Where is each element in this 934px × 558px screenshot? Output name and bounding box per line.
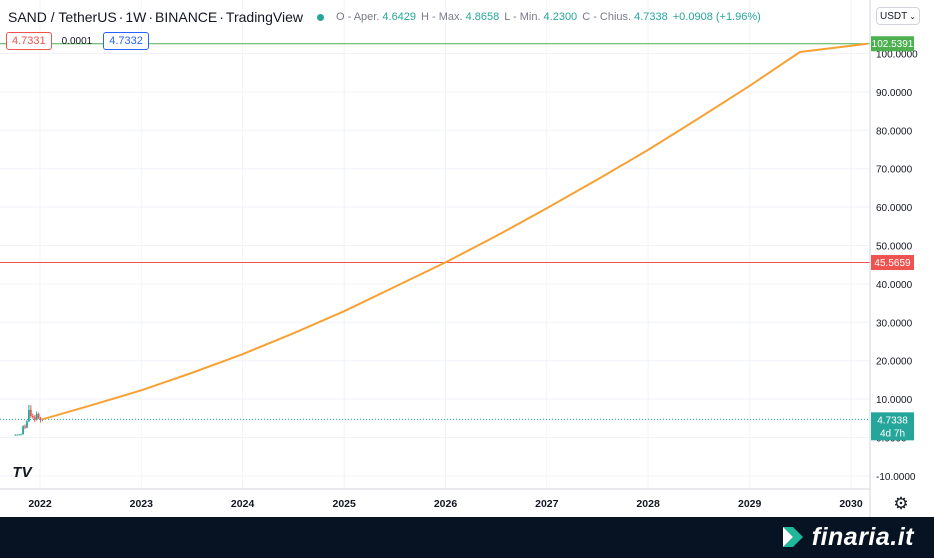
quote-bar: 4.7331 0.0001 4.7332 xyxy=(6,31,149,51)
y-tick-label: 30.0000 xyxy=(876,318,913,329)
candle-body xyxy=(24,426,26,428)
chart-legend: SAND / TetherUS · 1W · BINANCE · Trading… xyxy=(8,8,761,26)
price-line-badge xyxy=(871,412,914,441)
candle-body xyxy=(26,421,28,428)
market-status-icon xyxy=(316,13,324,21)
y-tick-label: 70.0000 xyxy=(876,165,913,176)
brand-name: finaria.it xyxy=(811,522,914,551)
candle-body xyxy=(18,434,21,436)
open-label: O - Aper. xyxy=(335,11,380,23)
x-tick-label: 2027 xyxy=(535,498,559,510)
chevron-down-icon: ⌄ xyxy=(909,11,916,21)
low-label: L - Min. xyxy=(504,11,541,23)
close-value: 4.7338 xyxy=(634,11,668,23)
price-line-badge xyxy=(871,255,914,271)
y-tick-label: 50.0000 xyxy=(876,242,913,253)
price-line-label: 102.5391 xyxy=(872,39,914,50)
low-value: 4.2300 xyxy=(543,11,578,23)
change-value: +0.0908 (+1.96%) xyxy=(672,11,761,23)
x-tick-label: 2029 xyxy=(738,498,762,510)
currency-label: USDT xyxy=(880,10,908,22)
y-tick-label: 60.0000 xyxy=(876,203,913,214)
candle-body xyxy=(22,426,24,435)
x-tick-label: 2022 xyxy=(28,498,52,510)
candle-body xyxy=(27,409,30,422)
candle-body xyxy=(31,415,34,418)
chart-area[interactable]: -10.00000.000010.000020.000030.000040.00… xyxy=(0,0,934,517)
candle-body xyxy=(29,409,32,416)
x-tick-label: 2030 xyxy=(839,498,863,510)
platform: TradingView xyxy=(225,9,303,25)
candle-body xyxy=(14,434,17,436)
x-tick-label: 2023 xyxy=(130,498,154,510)
buy-button[interactable]: 4.7332 xyxy=(103,32,149,50)
footer-bar: finaria.it xyxy=(0,517,934,558)
price-countdown-label: 4d 7h xyxy=(880,428,905,439)
price-line-badge xyxy=(871,36,914,52)
finaria-chevron-logo-icon xyxy=(782,527,803,547)
close-label: C - Chius. xyxy=(582,11,632,23)
y-tick-label: 10.0000 xyxy=(876,395,913,406)
legend-separator: · xyxy=(219,9,224,25)
x-tick-label: 2024 xyxy=(231,498,255,510)
open-value: 4.6429 xyxy=(382,11,417,23)
y-tick-label: -10.0000 xyxy=(876,472,916,483)
x-tick-label: 2026 xyxy=(434,498,458,510)
price-chart[interactable]: -10.00000.000010.000020.000030.000040.00… xyxy=(0,0,934,517)
candle-body xyxy=(35,414,38,420)
interval[interactable]: 1W xyxy=(125,9,147,25)
symbol-name[interactable]: SAND / TetherUS xyxy=(8,9,117,25)
legend-separator: · xyxy=(118,9,124,25)
candle-body xyxy=(37,414,40,419)
y-tick-label: 100.0000 xyxy=(876,50,918,61)
tradingview-logo-icon[interactable]: TV xyxy=(12,463,32,481)
candle-body xyxy=(20,434,23,436)
price-line-label: 4.7338 xyxy=(877,415,908,426)
candle-body xyxy=(33,417,36,420)
y-tick-label: 80.0000 xyxy=(876,126,913,137)
projection-curve xyxy=(42,42,868,421)
high-label: H - Max. xyxy=(421,11,463,23)
x-tick-label: 2028 xyxy=(636,498,660,510)
exchange: BINANCE xyxy=(155,9,218,25)
high-value: 4.8658 xyxy=(465,11,500,23)
candle-body xyxy=(16,434,19,436)
legend-separator: · xyxy=(148,9,154,25)
brand-logo[interactable]: finaria.it xyxy=(780,522,914,552)
price-line-label: 45.5659 xyxy=(874,258,911,269)
x-tick-label: 2025 xyxy=(333,498,357,510)
y-tick-label: 20.0000 xyxy=(876,357,913,368)
sell-button[interactable]: 4.7331 xyxy=(6,32,52,50)
y-tick-label: 90.0000 xyxy=(876,88,913,99)
gear-icon[interactable]: ⚙ xyxy=(893,494,909,513)
candle-body xyxy=(39,418,42,420)
candle-body xyxy=(41,419,44,421)
y-tick-label: 40.0000 xyxy=(876,280,913,291)
currency-selector[interactable]: USDT ⌄ xyxy=(876,7,920,25)
spread-value: 0.0001 xyxy=(61,35,93,47)
